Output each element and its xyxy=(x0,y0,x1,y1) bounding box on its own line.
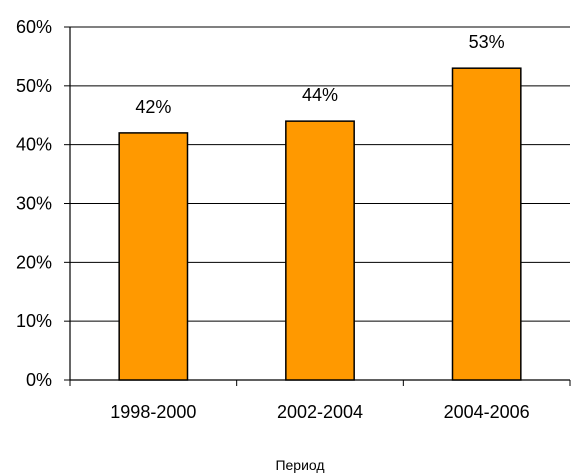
y-tick-label: 60% xyxy=(16,17,52,37)
y-tick-label: 50% xyxy=(16,76,52,96)
x-axis-title: Период xyxy=(275,457,324,473)
data-label: 42% xyxy=(135,97,171,117)
x-tick-label: 2004-2006 xyxy=(444,402,530,422)
data-label: 53% xyxy=(469,32,505,52)
y-tick-label: 30% xyxy=(16,194,52,214)
bar-1 xyxy=(118,132,189,381)
x-tick-label: 2002-2004 xyxy=(277,402,363,422)
y-tick-label: 0% xyxy=(26,370,52,390)
y-tick-label: 10% xyxy=(16,311,52,331)
y-tick-label: 20% xyxy=(16,252,52,272)
data-label: 44% xyxy=(302,85,338,105)
y-tick-label: 40% xyxy=(16,135,52,155)
bar-2 xyxy=(285,120,355,381)
x-tick-label: 1998-2000 xyxy=(110,402,196,422)
bars xyxy=(118,67,522,381)
labels: 0% 10% 20% 30% 40% 50% 60% 42% 1998-2000 44% 2002-… xyxy=(16,17,530,422)
bar-3 xyxy=(451,67,522,381)
